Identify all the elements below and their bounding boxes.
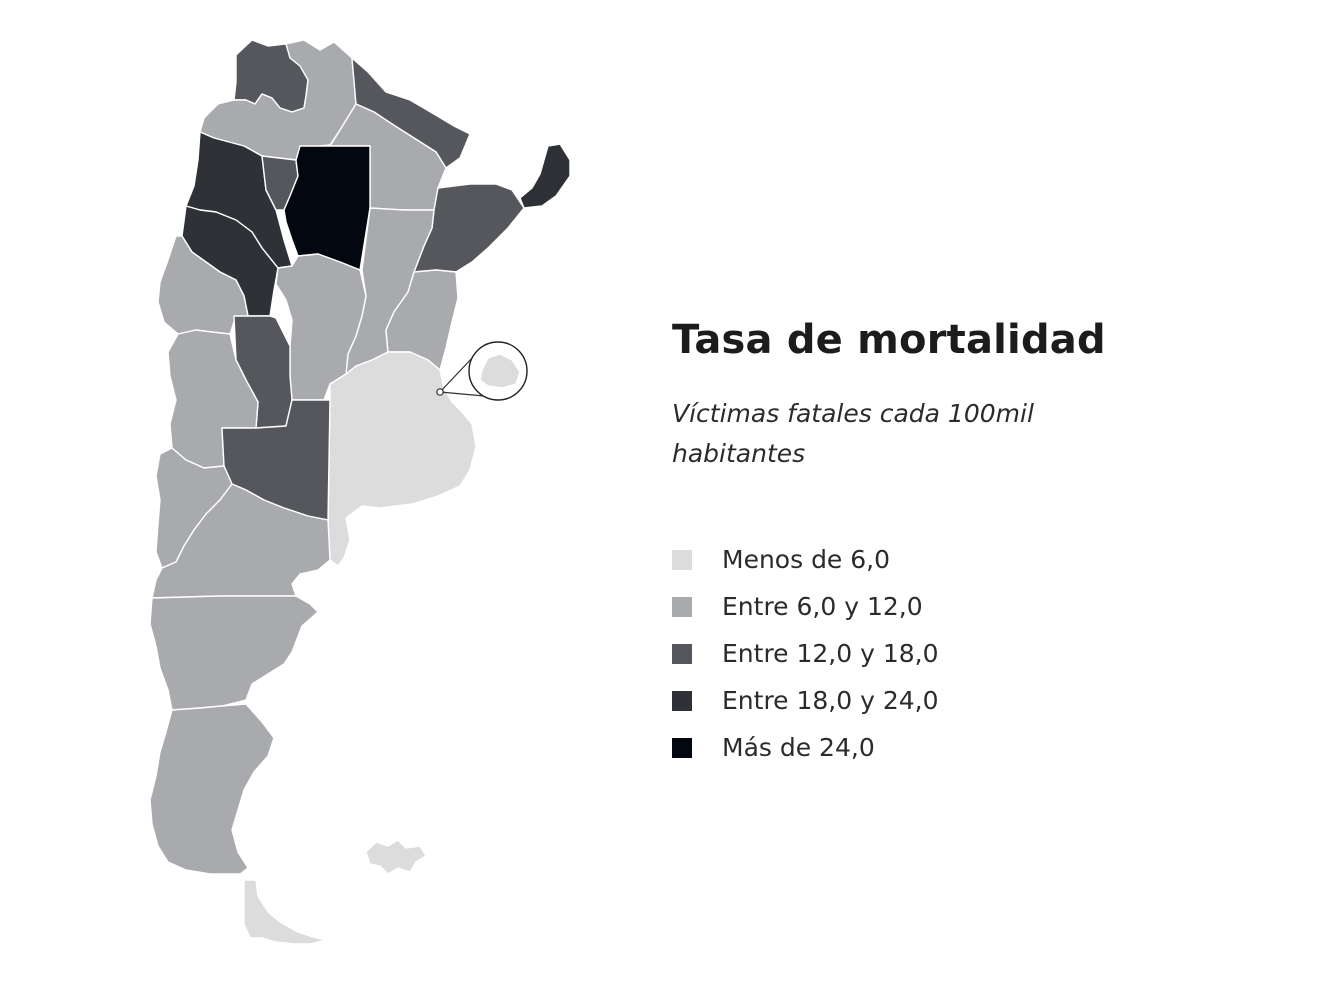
map-subtitle: Víctimas fatales cada 100mil habitantes [672,399,1034,468]
legend: Menos de 6,0 Entre 6,0 y 12,0 Entre 12,0… [672,536,1232,771]
legend-label: Entre 18,0 y 24,0 [722,685,939,715]
province-misiones [519,143,571,209]
province-santiago-del-estero [283,145,371,271]
caba-inset [436,341,528,401]
province-tierra-del-fuego [243,879,327,945]
legend-label: Más de 24,0 [722,732,875,762]
legend-label: Menos de 6,0 [722,544,891,574]
legend-item: Entre 6,0 y 12,0 [672,583,1232,630]
provinces-layer [149,39,571,945]
argentina-choropleth-map [149,39,571,945]
legend-swatch [672,737,692,758]
legend-item: Entre 18,0 y 24,0 [672,677,1232,724]
legend-item: Más de 24,0 [672,724,1232,771]
province-caba [479,353,521,389]
legend-label: Entre 6,0 y 12,0 [722,591,923,621]
province-islas-malvinas [365,839,427,875]
legend-swatch [672,690,692,711]
inset-connector-line [439,355,475,393]
province-cordoba [275,253,367,401]
legend-item: Menos de 6,0 [672,536,1232,583]
province-santa-cruz [149,703,275,875]
legend-swatch [672,549,692,570]
map-title: Tasa de mortalidad [672,317,1106,363]
inset-connector-line-2 [439,391,485,397]
legend-panel: Tasa de mortalidad Víctimas fatales cada… [672,312,1232,771]
legend-label: Entre 12,0 y 18,0 [722,638,939,668]
legend-swatch [672,596,692,617]
province-buenos-aires [327,351,477,567]
province-chubut [149,595,319,711]
legend-swatch [672,643,692,664]
legend-item: Entre 12,0 y 18,0 [672,630,1232,677]
inset-point-marker [436,388,444,396]
